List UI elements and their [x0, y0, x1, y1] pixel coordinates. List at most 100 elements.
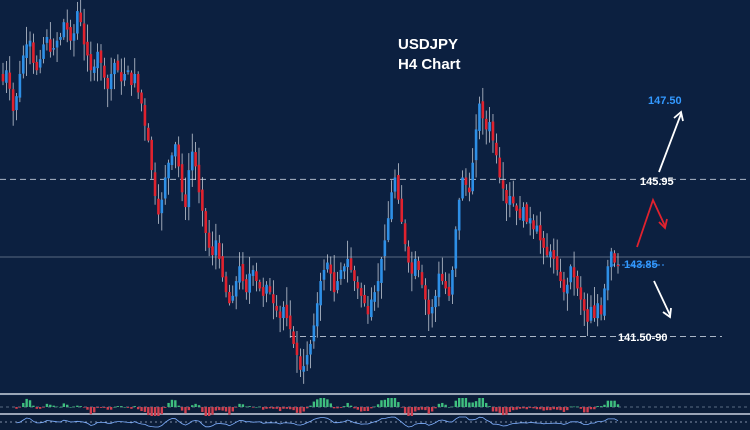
- oscillator-bar: [417, 407, 420, 411]
- candle-body-bull: [346, 258, 349, 268]
- candle-body-bull: [52, 48, 55, 50]
- candle-body-bear: [204, 211, 208, 233]
- oscillator-bar: [387, 398, 390, 407]
- oscillator-bar: [130, 407, 133, 409]
- oscillator-bar: [349, 405, 353, 407]
- candle: [130, 70, 133, 96]
- candle-body-bear: [498, 157, 502, 178]
- oscillator-bar: [339, 407, 343, 408]
- oscillator-bar: [424, 407, 427, 411]
- candle: [444, 272, 447, 295]
- candle-body-bull: [238, 266, 241, 283]
- candle: [613, 250, 616, 268]
- candle-body-bull: [336, 281, 339, 291]
- candle: [160, 192, 164, 231]
- candle-body-bull: [96, 51, 99, 69]
- oscillator-bar: [522, 407, 525, 409]
- oscillator-bar: [613, 400, 616, 407]
- candle-body-bull: [535, 225, 539, 232]
- candle-body-bull: [312, 325, 316, 342]
- candle-body-bull: [170, 155, 174, 166]
- candle: [96, 43, 99, 82]
- candle-body-bull: [609, 251, 613, 268]
- candle: [312, 313, 316, 349]
- candle: [407, 240, 410, 273]
- oscillator-bar: [356, 407, 360, 410]
- candle: [464, 168, 468, 196]
- oscillator-bar: [441, 402, 444, 407]
- candle: [21, 45, 25, 79]
- oscillator-bar: [255, 407, 258, 408]
- oscillator-bar: [76, 405, 79, 407]
- oscillator-bar: [555, 407, 559, 410]
- candle: [204, 208, 208, 252]
- candle-body-bear: [468, 187, 471, 193]
- candle: [241, 252, 245, 290]
- candle: [140, 89, 143, 112]
- oscillator-bar: [204, 407, 207, 416]
- candle: [157, 184, 160, 224]
- oscillator-bar: [157, 407, 160, 416]
- oscillator-bar: [214, 407, 218, 411]
- candle: [211, 231, 214, 266]
- oscillator-bar: [532, 407, 535, 409]
- candle: [59, 32, 62, 46]
- candle: [184, 177, 187, 220]
- candle-body-bear: [150, 139, 153, 171]
- oscillator-bar: [49, 404, 52, 407]
- oscillator-bar: [316, 399, 319, 407]
- oscillator-bar: [218, 407, 221, 411]
- candle-body-bear: [49, 39, 52, 52]
- oscillator-bar: [383, 399, 387, 407]
- candle: [410, 251, 414, 292]
- candle: [89, 41, 93, 82]
- candle: [569, 264, 572, 290]
- candle-body-bear: [82, 23, 86, 45]
- candle-body-bull: [508, 196, 512, 205]
- candle: [400, 185, 404, 224]
- candle: [123, 57, 126, 87]
- candle-body-bear: [417, 260, 420, 270]
- oscillator-bar: [35, 407, 38, 409]
- oscillator-bar: [261, 407, 265, 410]
- candle: [147, 123, 150, 143]
- oscillator-bar: [299, 407, 302, 414]
- candle: [18, 60, 22, 103]
- oscillator-bar: [305, 407, 309, 409]
- candle: [265, 281, 268, 303]
- candle: [538, 211, 542, 254]
- candle-body-bull: [569, 266, 572, 283]
- candle: [302, 348, 306, 384]
- candle-body-bear: [586, 309, 589, 322]
- oscillator-bar: [562, 407, 566, 412]
- candle: [599, 297, 603, 321]
- oscillator-bar: [572, 406, 576, 408]
- oscillator-bar: [25, 398, 28, 407]
- candle-body-bull: [231, 295, 235, 301]
- oscillator-bar: [224, 407, 228, 412]
- oscillator-bar: [194, 403, 197, 407]
- candle-body-bull: [342, 266, 346, 272]
- range-arrow: [636, 197, 668, 248]
- oscillator-bar: [109, 407, 113, 410]
- oscillator-bar: [32, 405, 35, 407]
- candle-body-bear: [576, 275, 579, 289]
- candle-body-bear: [99, 50, 103, 63]
- candle: [99, 44, 103, 81]
- candle-body-bull: [18, 73, 22, 98]
- candle-body-bear: [106, 77, 110, 89]
- candle: [424, 278, 427, 315]
- candle: [42, 37, 45, 64]
- candle: [342, 263, 346, 280]
- candle: [427, 289, 431, 332]
- oscillator-bar: [488, 406, 491, 407]
- candle-body-bear: [572, 267, 576, 278]
- candle-body-bear: [258, 281, 262, 289]
- oscillator-bar: [89, 407, 93, 415]
- candle-body-bull: [339, 269, 343, 279]
- oscillator-bar: [72, 406, 76, 408]
- candle-body-bull: [376, 281, 380, 292]
- candle-body-bear: [211, 246, 214, 256]
- candle: [380, 256, 383, 299]
